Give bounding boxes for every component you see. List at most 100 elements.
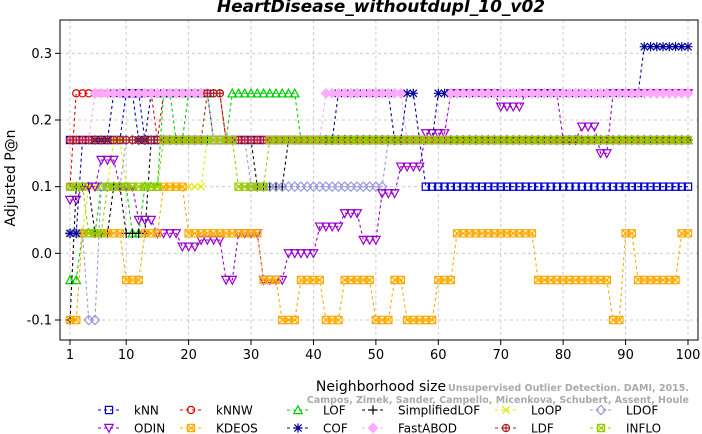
data-point bbox=[427, 182, 437, 191]
data-point bbox=[533, 182, 543, 191]
chart-title: HeartDisease_withoutdupl_10_v02 bbox=[217, 0, 545, 17]
legend-entry: kNNW bbox=[180, 404, 253, 418]
data-point bbox=[546, 182, 555, 191]
data-point bbox=[115, 229, 125, 238]
data-point bbox=[308, 249, 319, 259]
data-point bbox=[509, 182, 518, 191]
y-axis-label: Adjusted P@n bbox=[3, 129, 19, 226]
data-point bbox=[334, 315, 343, 325]
data-point bbox=[658, 42, 668, 52]
x-tick-label: 80 bbox=[555, 348, 572, 363]
series-group bbox=[64, 42, 694, 326]
data-point bbox=[370, 235, 382, 246]
data-point bbox=[427, 315, 437, 325]
data-point bbox=[601, 149, 613, 159]
x-tick-label: 70 bbox=[492, 348, 509, 363]
x-tick-label: 60 bbox=[430, 348, 447, 363]
y-tick-label: 0.0 bbox=[31, 247, 52, 262]
watermark-line-2: Campos, Zimek, Sander, Campello, Micenko… bbox=[307, 395, 689, 406]
data-point bbox=[677, 42, 687, 52]
y-tick-label: 0.2 bbox=[31, 114, 52, 129]
data-point bbox=[320, 222, 332, 233]
legend-entry: LDF bbox=[495, 422, 554, 434]
legend-marker-ring bbox=[501, 423, 511, 433]
data-point bbox=[239, 87, 250, 98]
data-point bbox=[271, 275, 281, 285]
data-point bbox=[615, 315, 624, 325]
data-point bbox=[258, 87, 269, 98]
data-point bbox=[289, 249, 300, 259]
data-point bbox=[577, 182, 587, 191]
data-point bbox=[446, 275, 455, 285]
data-point bbox=[595, 149, 606, 159]
data-point bbox=[540, 182, 549, 191]
data-point bbox=[621, 182, 630, 191]
data-point bbox=[615, 182, 624, 191]
data-point bbox=[439, 129, 450, 139]
data-point bbox=[183, 242, 194, 253]
data-point bbox=[671, 182, 680, 191]
data-point bbox=[177, 242, 188, 253]
data-point bbox=[677, 182, 686, 191]
legend-marker bbox=[595, 404, 607, 416]
data-point bbox=[72, 89, 81, 98]
data-point bbox=[71, 274, 82, 285]
legend-label: INFLO bbox=[626, 422, 661, 434]
data-point bbox=[683, 229, 693, 238]
data-point bbox=[283, 249, 294, 259]
data-point bbox=[527, 182, 537, 191]
data-point bbox=[139, 215, 151, 226]
legend-entry: kNN bbox=[98, 404, 159, 418]
data-point bbox=[339, 209, 350, 219]
y-tick-label: 0.1 bbox=[31, 180, 52, 195]
data-point bbox=[170, 229, 182, 239]
series-KDEOS bbox=[65, 182, 693, 325]
y-axis-ticks: -0.1 0.0 0.1 0.2 0.3 bbox=[27, 47, 60, 329]
data-point bbox=[426, 129, 438, 139]
data-point bbox=[253, 229, 262, 238]
data-point bbox=[583, 182, 593, 191]
data-point bbox=[290, 315, 299, 325]
legend-label: COF bbox=[323, 422, 348, 434]
data-point bbox=[490, 182, 499, 191]
x-axis-label: Neighborhood size bbox=[316, 379, 446, 395]
data-point bbox=[589, 122, 600, 133]
data-point bbox=[333, 222, 344, 233]
legend-marker bbox=[186, 405, 196, 415]
watermark-line-1: Unsupervised Outlier Detection. DAMI, 20… bbox=[448, 383, 689, 394]
x-tick-label: 40 bbox=[305, 348, 322, 363]
data-point bbox=[682, 87, 694, 99]
data-point bbox=[228, 135, 237, 145]
legend-label: LDF bbox=[531, 422, 554, 434]
data-point bbox=[315, 275, 324, 285]
data-point bbox=[627, 229, 637, 238]
legend-label: kNN bbox=[134, 404, 159, 418]
data-point bbox=[602, 182, 612, 191]
data-point bbox=[501, 102, 513, 113]
data-point bbox=[71, 195, 82, 206]
data-point bbox=[664, 42, 674, 52]
legend-marker bbox=[186, 423, 196, 433]
data-point bbox=[326, 222, 338, 233]
legend-entry: SimplifiedLOF bbox=[362, 404, 480, 418]
data-point bbox=[515, 182, 524, 191]
legend-marker bbox=[502, 424, 510, 432]
data-point bbox=[658, 182, 668, 191]
data-point bbox=[496, 182, 505, 191]
data-point bbox=[345, 209, 357, 219]
data-point bbox=[389, 189, 400, 199]
legend-marker bbox=[367, 422, 379, 434]
data-point bbox=[565, 182, 574, 191]
data-point bbox=[264, 87, 275, 98]
data-point bbox=[452, 182, 462, 191]
data-point bbox=[134, 275, 143, 285]
data-point bbox=[259, 182, 268, 191]
data-point bbox=[402, 88, 412, 98]
data-point bbox=[189, 242, 201, 253]
data-point bbox=[314, 222, 325, 233]
y-tick-label: 0.3 bbox=[31, 47, 52, 62]
data-point bbox=[97, 229, 106, 238]
legend-label: SimplifiedLOF bbox=[398, 404, 480, 418]
data-point bbox=[408, 88, 418, 98]
legend-marker bbox=[501, 405, 511, 415]
